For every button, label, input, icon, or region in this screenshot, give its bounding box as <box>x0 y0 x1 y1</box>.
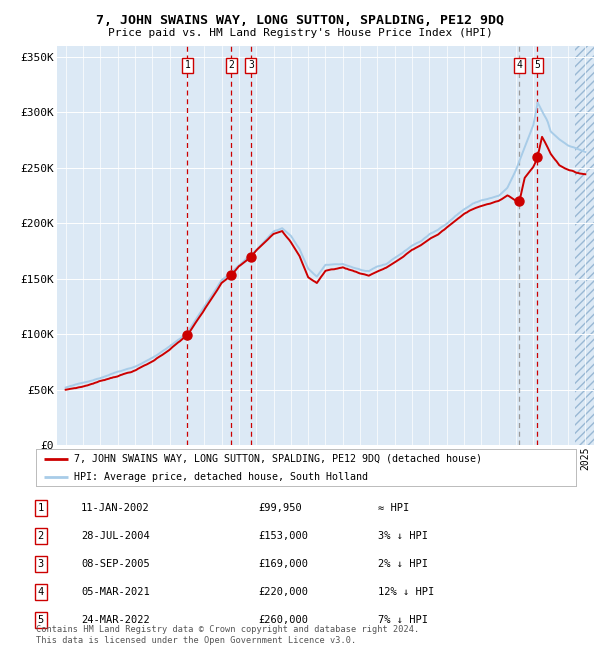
Text: £99,950: £99,950 <box>258 503 302 513</box>
Text: £153,000: £153,000 <box>258 531 308 541</box>
Text: £220,000: £220,000 <box>258 587 308 597</box>
Text: £169,000: £169,000 <box>258 559 308 569</box>
Text: ≈ HPI: ≈ HPI <box>378 503 409 513</box>
Text: 5: 5 <box>38 615 44 625</box>
Text: 7, JOHN SWAINS WAY, LONG SUTTON, SPALDING, PE12 9DQ (detached house): 7, JOHN SWAINS WAY, LONG SUTTON, SPALDIN… <box>74 454 482 463</box>
Text: 5: 5 <box>535 60 540 70</box>
Text: 1: 1 <box>38 503 44 513</box>
Text: 3: 3 <box>248 60 254 70</box>
Text: £260,000: £260,000 <box>258 615 308 625</box>
Text: 4: 4 <box>516 60 522 70</box>
Text: 2% ↓ HPI: 2% ↓ HPI <box>378 559 428 569</box>
Text: Price paid vs. HM Land Registry's House Price Index (HPI): Price paid vs. HM Land Registry's House … <box>107 28 493 38</box>
Text: 3% ↓ HPI: 3% ↓ HPI <box>378 531 428 541</box>
Text: Contains HM Land Registry data © Crown copyright and database right 2024.
This d: Contains HM Land Registry data © Crown c… <box>36 625 419 645</box>
Text: 4: 4 <box>38 587 44 597</box>
Text: 08-SEP-2005: 08-SEP-2005 <box>81 559 150 569</box>
Text: 11-JAN-2002: 11-JAN-2002 <box>81 503 150 513</box>
Text: 7, JOHN SWAINS WAY, LONG SUTTON, SPALDING, PE12 9DQ: 7, JOHN SWAINS WAY, LONG SUTTON, SPALDIN… <box>96 14 504 27</box>
Text: HPI: Average price, detached house, South Holland: HPI: Average price, detached house, Sout… <box>74 472 368 482</box>
Text: 2: 2 <box>38 531 44 541</box>
Text: 05-MAR-2021: 05-MAR-2021 <box>81 587 150 597</box>
Text: 3: 3 <box>38 559 44 569</box>
Text: 1: 1 <box>185 60 190 70</box>
Text: 28-JUL-2004: 28-JUL-2004 <box>81 531 150 541</box>
Text: 24-MAR-2022: 24-MAR-2022 <box>81 615 150 625</box>
Text: 2: 2 <box>229 60 235 70</box>
Text: 7% ↓ HPI: 7% ↓ HPI <box>378 615 428 625</box>
Text: 12% ↓ HPI: 12% ↓ HPI <box>378 587 434 597</box>
